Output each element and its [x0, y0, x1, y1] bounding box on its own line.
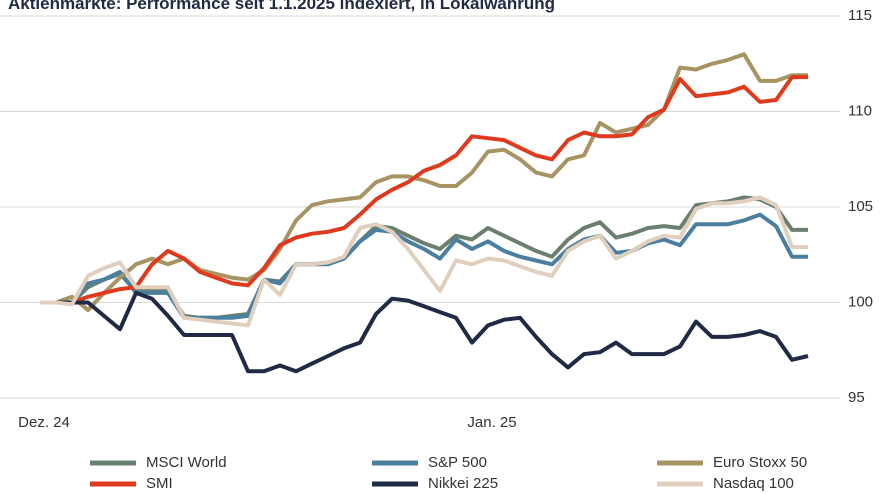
- series-line: [40, 52, 808, 313]
- x-tick-label: Dez. 24: [18, 414, 70, 431]
- legend-label: Euro Stoxx 50: [713, 454, 807, 471]
- legend-label: Nikkei 225: [428, 475, 498, 492]
- series-line: [40, 195, 808, 328]
- y-tick-label: 110: [848, 102, 872, 119]
- series-line: [40, 75, 808, 305]
- chart-title: Aktienmärkte: Performance seit 1.1.2025 …: [8, 0, 555, 13]
- legend-label: SMI: [146, 475, 173, 492]
- legend-label: MSCI World: [146, 454, 227, 471]
- series-line: [40, 290, 809, 374]
- y-tick-label: 100: [848, 293, 873, 310]
- legend-label: S&P 500: [428, 454, 487, 471]
- y-tick-label: 105: [848, 198, 873, 215]
- x-tick-label: Jan. 25: [467, 414, 516, 431]
- y-tick-label: 115: [848, 7, 872, 24]
- series-line: [40, 212, 808, 320]
- y-tick-label: 95: [848, 389, 865, 406]
- legend-label: Nasdaq 100: [713, 475, 794, 492]
